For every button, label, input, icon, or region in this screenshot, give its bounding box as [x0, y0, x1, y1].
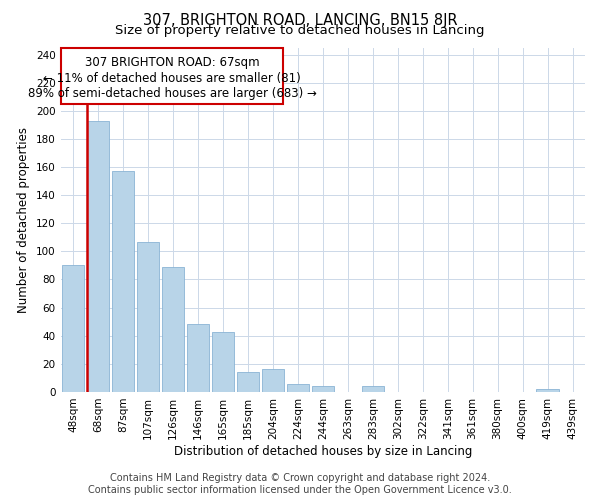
- FancyBboxPatch shape: [61, 48, 283, 104]
- Bar: [62, 266, 85, 392]
- Bar: [362, 386, 384, 392]
- Bar: [236, 372, 259, 392]
- Bar: [311, 386, 334, 392]
- Bar: [212, 332, 234, 392]
- Bar: [137, 242, 159, 392]
- X-axis label: Distribution of detached houses by size in Lancing: Distribution of detached houses by size …: [173, 444, 472, 458]
- Text: Size of property relative to detached houses in Lancing: Size of property relative to detached ho…: [115, 24, 485, 37]
- Text: 89% of semi-detached houses are larger (683) →: 89% of semi-detached houses are larger (…: [28, 87, 316, 100]
- Bar: [287, 384, 309, 392]
- Bar: [262, 370, 284, 392]
- Bar: [162, 267, 184, 392]
- Text: ← 11% of detached houses are smaller (81): ← 11% of detached houses are smaller (81…: [43, 72, 301, 85]
- Bar: [536, 389, 559, 392]
- Bar: [87, 120, 109, 392]
- Y-axis label: Number of detached properties: Number of detached properties: [17, 126, 31, 312]
- Bar: [112, 171, 134, 392]
- Text: 307 BRIGHTON ROAD: 67sqm: 307 BRIGHTON ROAD: 67sqm: [85, 56, 259, 69]
- Text: Contains HM Land Registry data © Crown copyright and database right 2024.
Contai: Contains HM Land Registry data © Crown c…: [88, 474, 512, 495]
- Text: 307, BRIGHTON ROAD, LANCING, BN15 8JR: 307, BRIGHTON ROAD, LANCING, BN15 8JR: [143, 12, 457, 28]
- Bar: [187, 324, 209, 392]
